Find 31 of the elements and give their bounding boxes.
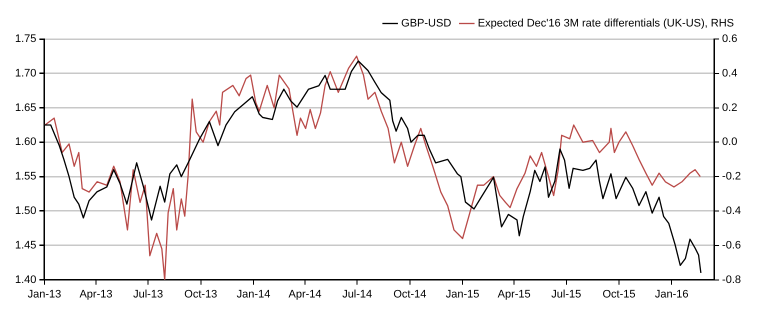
y2-tick-label: 0.2 (722, 102, 738, 114)
legend-label: GBP-USD (401, 18, 452, 30)
y2-tick-label: 0.0 (722, 136, 738, 148)
x-tick-label: Apr-13 (79, 288, 112, 300)
y2-tick-label: -0.4 (722, 205, 742, 218)
y-tick-label: 1.50 (14, 205, 36, 218)
x-tick-label: Oct-13 (184, 288, 218, 300)
x-tick-label: Jan-14 (236, 288, 270, 300)
y-tick-label: 1.60 (14, 136, 36, 148)
x-tick-label: Jul-15 (551, 288, 582, 300)
y2-tick-label: -0.8 (722, 274, 742, 286)
legend-label: Expected Dec'16 3M rate differentials (UK-US), RHS (478, 18, 734, 30)
y-tick-label: 1.40 (14, 274, 36, 286)
x-tick-label: Apr-15 (498, 288, 531, 300)
y2-tick-label: 0.4 (722, 67, 738, 80)
x-tick-label: Apr-14 (288, 288, 322, 300)
x-tick-label: Jul-14 (342, 288, 372, 300)
y-tick-label: 1.45 (14, 239, 36, 252)
x-tick-label: Oct-15 (602, 288, 636, 300)
x-tick-label: Jan-13 (28, 288, 62, 300)
y-tick-label: 1.55 (14, 170, 36, 183)
y-tick-label: 1.70 (14, 67, 36, 80)
y2-tick-label: -0.6 (722, 239, 742, 252)
y-tick-label: 1.65 (14, 102, 36, 114)
x-tick-label: Jul-13 (133, 288, 164, 300)
y2-tick-label: -0.2 (722, 170, 742, 183)
x-tick-label: Oct-14 (393, 288, 426, 300)
x-tick-label: Jan-16 (654, 288, 688, 300)
x-tick-label: Jan-15 (446, 288, 480, 300)
y2-tick-label: 0.6 (722, 33, 738, 46)
y-tick-label: 1.75 (14, 33, 36, 46)
